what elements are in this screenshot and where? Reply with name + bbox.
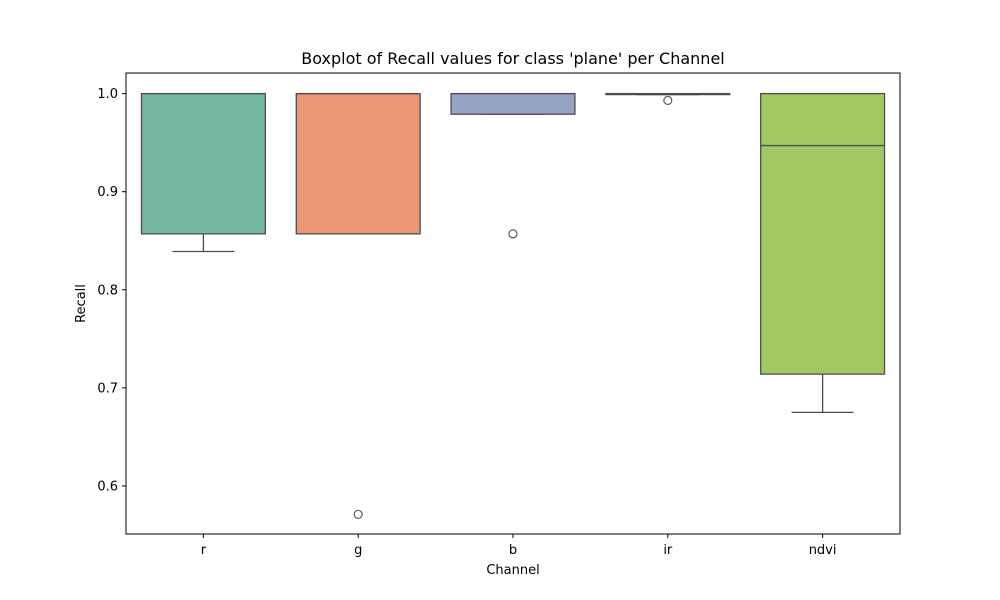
- x-tick-label: b: [509, 543, 517, 558]
- y-tick-label: 1.0: [97, 87, 118, 102]
- box-group-b: [450, 92, 576, 239]
- outlier-point: [353, 509, 363, 519]
- box-group-ir: [605, 92, 731, 106]
- x-axis-label: Channel: [486, 563, 539, 578]
- y-axis: 0.6 0.7 0.8 0.9 1.0: [97, 87, 126, 494]
- x-axis: r g b ir ndvi: [201, 534, 837, 558]
- outlier-point: [663, 95, 673, 106]
- box-group-g: [295, 92, 421, 519]
- x-tick-label: g: [354, 543, 362, 558]
- x-tick-label: ndvi: [809, 543, 837, 558]
- box-group-ndvi: [760, 92, 886, 414]
- chart-title: Boxplot of Recall values for class 'plan…: [301, 49, 724, 68]
- box-ndvi: [760, 92, 886, 375]
- y-tick-label: 0.8: [97, 283, 118, 298]
- plot-area: [140, 92, 886, 519]
- x-tick-label: ir: [663, 543, 673, 558]
- y-tick-label: 0.6: [97, 479, 118, 494]
- y-tick-label: 0.9: [97, 185, 118, 200]
- box-r: [140, 92, 266, 235]
- y-axis-label: Recall: [74, 284, 89, 323]
- x-tick-label: r: [201, 543, 207, 558]
- box-g: [295, 92, 421, 235]
- box-group-r: [140, 92, 266, 253]
- box-b: [450, 92, 576, 115]
- outlier-point: [508, 229, 518, 239]
- y-tick-label: 0.7: [97, 381, 118, 396]
